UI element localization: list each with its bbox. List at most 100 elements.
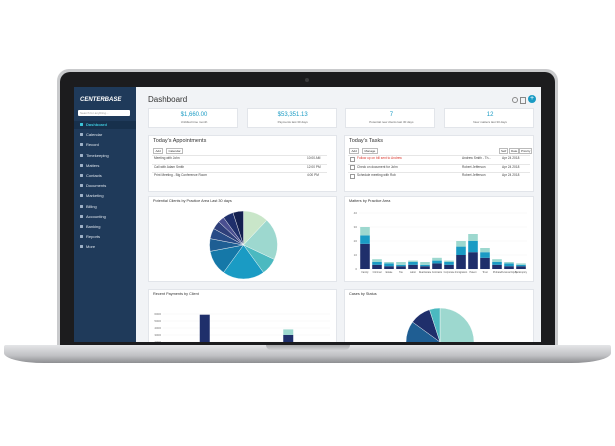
pie-slice [405, 321, 441, 342]
chart [405, 307, 475, 342]
row-line [348, 155, 530, 156]
task-checkbox[interactable] [350, 156, 355, 162]
bar [480, 252, 490, 258]
panel-title: Today's Tasks [349, 138, 383, 144]
nav-item[interactable]: Billing [86, 203, 97, 209]
nav-icon [80, 235, 83, 239]
camera [305, 78, 309, 82]
nav-icon [80, 133, 83, 137]
nav-item[interactable]: Dashboard [86, 122, 107, 127]
nav-icon [80, 204, 83, 208]
task-name[interactable]: Schedule meeting with Rob [357, 173, 396, 177]
task-name[interactable]: Check on document for John [357, 164, 398, 169]
nav-icon [80, 214, 83, 218]
nav-item[interactable]: Accounting [86, 213, 106, 219]
chart: 100020003000400050006000 [154, 312, 330, 342]
bar [360, 235, 370, 244]
page-title: Dashboard [148, 95, 188, 104]
nav-item[interactable]: Record [86, 142, 99, 148]
appointment-name[interactable]: Print Meeting - Big Conference Room [154, 173, 207, 177]
chart: 0 10 20 30 40 Family Criminal Estate Tax Labor Rea… [354, 211, 528, 274]
chart-panel: Potential Clients by Practice Area Last … [148, 196, 337, 282]
nav-item[interactable]: Documents [86, 183, 107, 189]
filter-button[interactable]: Date [509, 148, 520, 154]
y-tick-label: 3000 [154, 333, 161, 337]
panel-button[interactable]: Calendar [166, 148, 184, 154]
nav-active-bg [74, 121, 136, 129]
nav-item[interactable]: Reports [86, 234, 101, 240]
y-tick-label: 5000 [154, 319, 161, 323]
settings-icon[interactable] [520, 97, 526, 104]
x-tick-label: Probate [493, 271, 502, 274]
chart-title: Cases by Status [349, 292, 377, 296]
appointment-name[interactable]: Call with Adam Smith [154, 164, 185, 169]
x-tick-label: Immigration [455, 271, 468, 274]
stat-value: $1,660.00 [180, 112, 208, 118]
nav-icon [80, 143, 83, 147]
add-button[interactable]: + [528, 95, 536, 103]
task-checkbox[interactable] [350, 173, 355, 179]
chart-panel: Recent Payments by Client100020003000400… [148, 289, 337, 342]
filter-button[interactable]: Self [499, 148, 509, 154]
search-box[interactable]: Search for anything... [78, 110, 130, 116]
bar [384, 263, 394, 267]
stat-value: 12 [486, 112, 494, 118]
task-name[interactable]: Follow up on bill sent to Andrew [357, 156, 402, 160]
stat-label: Potential new clients last 30 days [369, 120, 414, 124]
panel-button[interactable]: Add [153, 148, 164, 154]
refresh-icon[interactable] [512, 97, 518, 103]
chart-title: Potential Clients by Practice Area Last … [153, 199, 232, 203]
stat-value: $53,351.13 [277, 112, 308, 118]
bar [444, 262, 454, 265]
nav-item[interactable]: Matters [86, 162, 100, 168]
panel-button[interactable]: Manage [362, 148, 378, 154]
tasks-panel: Today's Tasks Add Manage Self Date Priority Fo… [344, 135, 534, 192]
bar [516, 263, 526, 265]
bar [408, 260, 418, 262]
bar [504, 262, 514, 264]
nav-icon [80, 163, 83, 167]
bar [360, 227, 370, 236]
bar [432, 257, 442, 261]
nav-icon [80, 245, 83, 249]
bar [384, 266, 394, 269]
stat-card: $1,660.00 Unbilled time month [148, 108, 238, 128]
stat-value: 7 [389, 112, 394, 118]
y-tick-label: 20 [354, 239, 358, 243]
stat-label: Unbilled time month [180, 120, 208, 124]
nav-item[interactable]: Contacts [86, 173, 102, 178]
bar [480, 257, 490, 269]
bar [492, 262, 502, 265]
y-tick-label: 10 [354, 253, 358, 257]
task-owner: Andrew Smith - Th... [462, 156, 491, 160]
x-tick-label: Bankruptcy [515, 271, 528, 274]
nav-item[interactable]: More [86, 244, 96, 250]
sidebar: CENTERBASE Search for anything... Dashbo… [74, 87, 136, 342]
panel-button[interactable]: Add [349, 148, 360, 154]
task-owner: Robert Jefferson [462, 164, 486, 169]
y-tick-label: 40 [354, 211, 358, 215]
task-date: Apr 24 2018 [502, 173, 520, 177]
nav-item[interactable]: Timekeeping [86, 152, 109, 158]
y-tick-label: 6000 [154, 312, 161, 316]
nav-item[interactable]: Calendar [86, 132, 103, 138]
row-line [152, 163, 327, 165]
appointment-time: 4:00 PM [307, 173, 319, 177]
bar [480, 248, 490, 253]
nav-item[interactable]: Marketing [86, 193, 104, 199]
row-line [152, 155, 327, 156]
screen: CENTERBASE Search for anything... Dashbo… [74, 87, 541, 342]
y-tick-label: 2000 [154, 340, 161, 342]
x-tick-label: Personal Injury [501, 271, 518, 274]
appointment-name[interactable]: Meeting with John [154, 156, 180, 160]
filter-button[interactable]: Priority [519, 148, 533, 154]
bar [516, 266, 526, 269]
task-checkbox[interactable] [350, 165, 355, 170]
bar [360, 243, 370, 269]
row-line [348, 172, 530, 173]
x-tick-label: Family [361, 271, 369, 274]
x-tick-label: Patent [470, 271, 477, 274]
nav-item[interactable]: Banking [86, 224, 101, 229]
bar [456, 255, 466, 269]
